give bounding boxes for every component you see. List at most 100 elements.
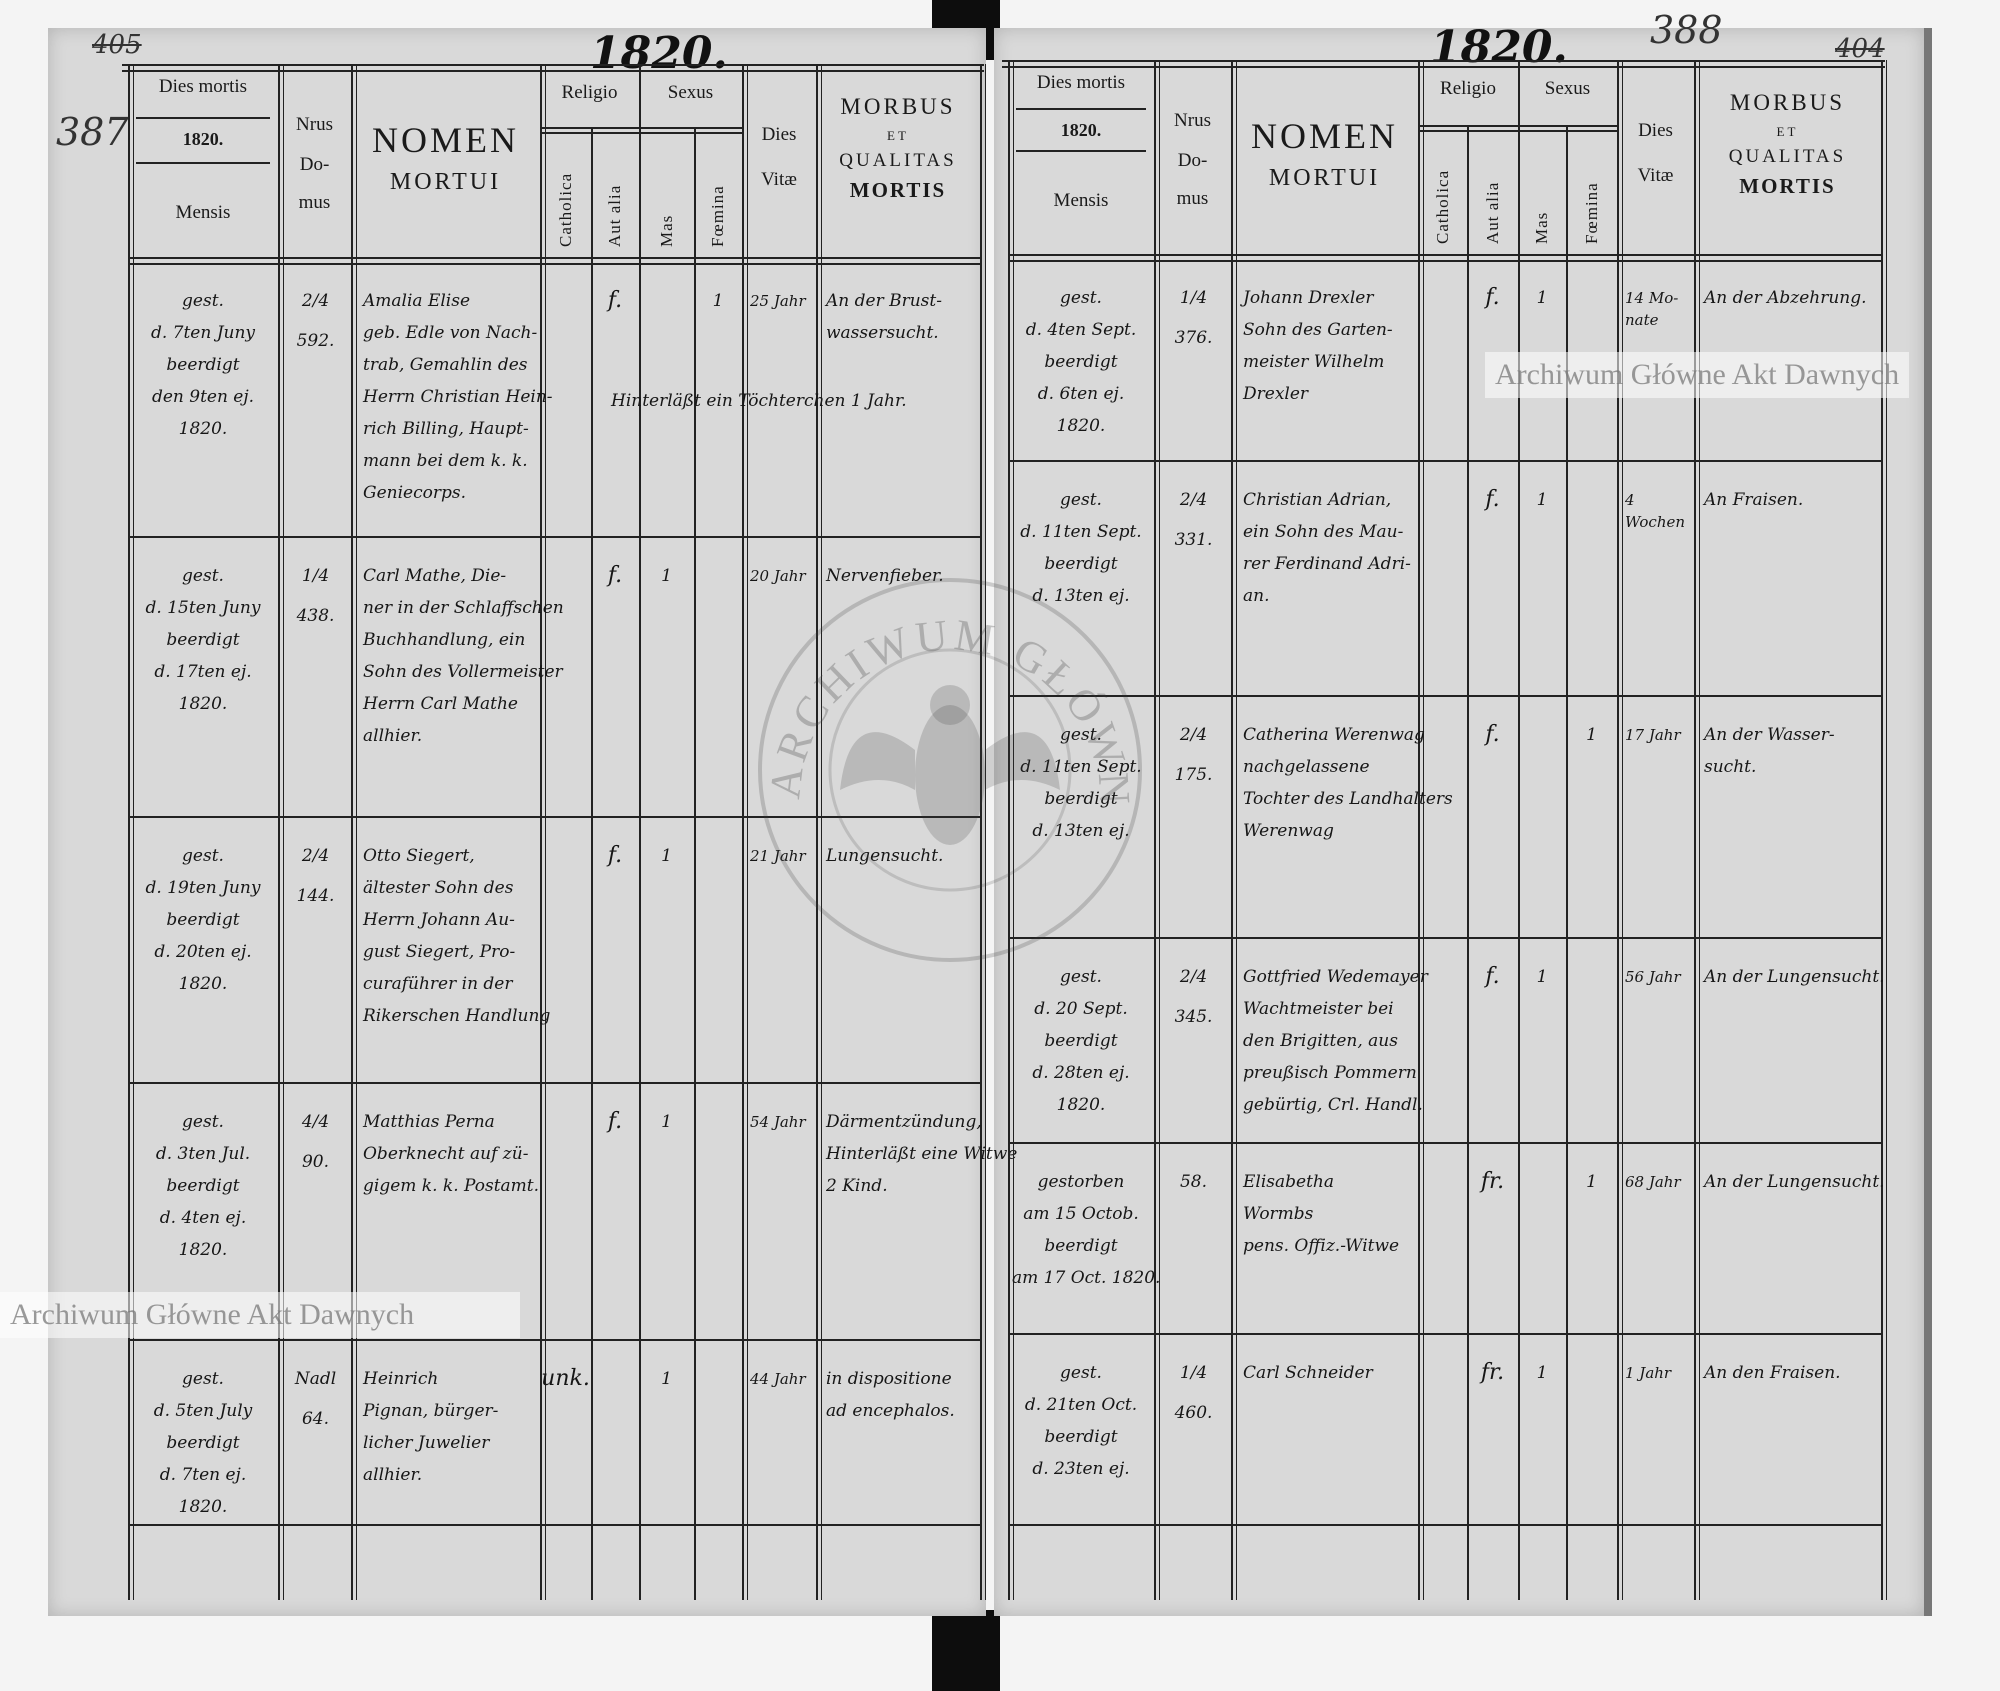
entry-age: 1 Jahr: [1625, 1364, 1672, 1382]
entry-house-number: 90.: [301, 1152, 330, 1172]
entry-name-line: Christian Adrian,: [1243, 490, 1392, 510]
entry-divider: [1008, 460, 1881, 462]
dies-mortis-divider: [136, 117, 270, 119]
entry-date-line: gest.: [182, 1112, 224, 1132]
header-dies: Dies: [1638, 120, 1673, 141]
entry-house-number: 58.: [1179, 1172, 1208, 1192]
entry-divider: [1008, 695, 1881, 697]
header-foemina: Fœmina: [708, 185, 727, 247]
header-bottom-rule: [1008, 254, 1881, 256]
header-sexus: Sexus: [1544, 78, 1591, 99]
watermark-left: Archiwum Główne Akt Dawnych: [0, 1292, 520, 1338]
entry-name-line: Sohn des Garten-: [1243, 320, 1393, 340]
entry-house-number: 331.: [1174, 530, 1213, 550]
entry-name-line: Otto Siegert,: [363, 846, 475, 866]
entry-name-line: rich Billing, Haupt-: [363, 419, 529, 439]
entry-date-line: d. 4ten Sept.: [1025, 320, 1137, 340]
column-line: [1418, 60, 1420, 1600]
header-nrus: Nrus: [296, 114, 333, 135]
column-line: [1013, 60, 1014, 1600]
header-mortis: MORTIS: [849, 178, 947, 202]
entry-name-line: Carl Schneider: [1243, 1363, 1373, 1383]
column-line: [1622, 60, 1623, 1600]
column-line: [283, 64, 284, 1600]
column-line: [1236, 60, 1237, 1600]
eagle-icon: [840, 685, 1060, 845]
entry-sex-mark: 1: [661, 1369, 672, 1389]
entry-name-line: mann bei dem k. k.: [363, 451, 528, 471]
column-line: [128, 64, 130, 1600]
entry-name-line: meister Wilhelm: [1243, 352, 1385, 372]
entry-name-line: Rikerschen Handlung: [363, 1006, 551, 1026]
entry-house-number: 1/4: [301, 566, 330, 586]
entry-date-line: beerdigt: [166, 355, 240, 375]
entry-name-line: Pignan, bürger-: [363, 1401, 499, 1421]
column-line: [1159, 60, 1160, 1600]
header-foemina: Fœmina: [1581, 182, 1601, 244]
entry-morbus-line: An der Lungensucht.: [1704, 1172, 1885, 1192]
header-aut-alia: Aut alia: [605, 184, 624, 247]
entry-date-line: 1820.: [178, 1240, 228, 1260]
entry-name-line: den Brigitten, aus: [1243, 1031, 1398, 1051]
column-line: [356, 64, 357, 1600]
year-heading: 1820.: [1430, 22, 1568, 73]
header-mortui: MORTUI: [1268, 165, 1381, 191]
entry-name-line: Herrn Christian Hein-: [363, 387, 553, 407]
header-year: 1820.: [182, 129, 224, 149]
header-mortui: MORTUI: [389, 169, 502, 195]
table-top-rule: [122, 70, 984, 72]
entry-name-line: Wachtmeister bei: [1243, 999, 1394, 1019]
entry-name-line: Herrn Johann Au-: [363, 910, 515, 930]
entry-morbus-line: Därmentzündung,: [826, 1112, 982, 1132]
entry-name-line: trab, Gemahlin des: [363, 355, 528, 375]
entry-age: 17 Jahr: [1625, 726, 1681, 744]
entry-date-line: gestorben: [1037, 1172, 1125, 1192]
entry-age: 14 Mo-nate: [1625, 289, 1679, 329]
entry-name-line: rer Ferdinand Adri-: [1243, 554, 1411, 574]
entry-name-line: Catherina Werenwag: [1243, 725, 1425, 745]
entry-name-line: preußisch Pommern: [1243, 1063, 1417, 1083]
entry-divider: [128, 536, 980, 538]
header-et: ET: [1776, 124, 1799, 139]
entry-date-line: d. 7ten ej.: [159, 1465, 247, 1485]
entry-age: 56 Jahr: [1625, 968, 1681, 986]
entry-date-line: beerdigt: [166, 1176, 240, 1196]
entry-house-number: 4/4: [301, 1112, 330, 1132]
header-do: Do-: [299, 154, 330, 175]
dies-mortis-divider: [1016, 108, 1146, 110]
entry-sex-mark: 1: [712, 291, 724, 311]
entry-religio-mark: f.: [1485, 964, 1500, 989]
dies-mortis-divider: [136, 162, 270, 164]
entry-house-number: 2/4: [301, 291, 330, 311]
column-line: [1231, 60, 1233, 1600]
entry-name-line: nachgelassene: [1243, 757, 1370, 777]
entry-date-line: gest.: [182, 291, 224, 311]
entry-date-line: d. 17ten ej.: [154, 662, 252, 682]
column-line: [351, 64, 353, 1600]
column-line: [1423, 60, 1424, 1600]
column-line: [639, 64, 641, 1600]
entry-date-line: beerdigt: [1044, 1236, 1118, 1256]
column-line: [540, 64, 542, 1600]
folio-new-number: 387: [56, 110, 129, 154]
header-vitae: Vitæ: [1637, 165, 1674, 186]
header-dies-mortis: Dies mortis: [1036, 72, 1126, 93]
header-dies: Dies: [761, 124, 797, 145]
entry-date-line: gest.: [182, 846, 224, 866]
entry-house-number: 2/4: [301, 846, 330, 866]
header-vitae: Vitæ: [761, 169, 797, 190]
entry-house-number: 2/4: [1179, 967, 1208, 987]
entry-name-line: gigem k. k. Postamt.: [363, 1176, 540, 1196]
column-line: [694, 127, 696, 1600]
entry-note: Hinterläßt ein Töchterchen 1 Jahr.: [611, 391, 907, 411]
header-mortis: MORTIS: [1739, 174, 1836, 198]
entry-age: 21 Jahr: [750, 847, 806, 865]
header-nrus: Nrus: [1174, 110, 1211, 131]
header-catholica: Catholica: [555, 172, 575, 247]
entry-divider: [128, 816, 980, 818]
entry-name-line: Drexler: [1243, 384, 1309, 404]
entry-name-line: pens. Offiz.-Witwe: [1243, 1236, 1400, 1256]
entry-date-line: gest.: [1060, 1363, 1102, 1383]
column-line: [1881, 60, 1883, 1600]
header-mus: mus: [298, 192, 331, 213]
